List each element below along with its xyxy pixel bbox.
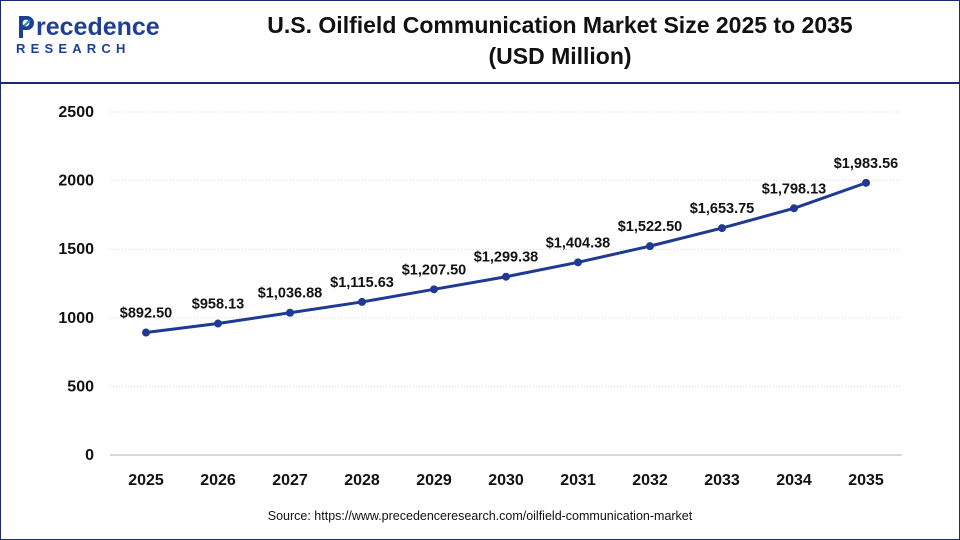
logo-wordmark: recedence	[36, 13, 160, 41]
data-label: $1,653.75	[690, 201, 755, 217]
data-point	[286, 308, 294, 317]
header-bar: recedence RESEARCH U.S. Oilfield Communi…	[0, 0, 960, 84]
data-point	[502, 272, 510, 281]
x-tick-label: 2026	[200, 472, 236, 489]
data-point	[574, 258, 582, 267]
data-label: $1,522.50	[618, 219, 683, 235]
x-tick-label: 2027	[272, 472, 308, 489]
x-tick-label: 2034	[776, 472, 812, 489]
data-point	[790, 204, 798, 213]
data-label: $1,115.63	[330, 275, 394, 291]
data-label: $1,207.50	[402, 262, 467, 278]
data-label: $1,036.88	[258, 286, 323, 302]
data-point	[430, 285, 438, 294]
y-tick-label: 1000	[58, 310, 94, 327]
chart-title-line2: (USD Million)	[488, 43, 632, 69]
x-tick-label: 2033	[704, 472, 740, 489]
data-label: $1,798.13	[762, 181, 827, 197]
y-tick-label: 0	[85, 447, 94, 464]
logo-subtitle: RESEARCH	[16, 41, 131, 56]
x-tick-label: 2025	[128, 472, 164, 489]
x-tick-label: 2030	[488, 472, 524, 489]
y-tick-label: 1500	[58, 241, 94, 258]
y-tick-label: 2500	[58, 104, 94, 121]
data-point	[142, 328, 150, 337]
data-point	[646, 242, 654, 251]
data-point	[358, 297, 366, 306]
line-chart: 0 500 1000 1500 2000 2500 2025 2026 2027 2028 2029…	[58, 104, 902, 489]
x-tick-label: 2035	[848, 472, 884, 489]
y-tick-label: 500	[67, 378, 94, 395]
data-point	[862, 178, 870, 187]
chart-title: U.S. Oilfield Communication Market Size …	[200, 10, 920, 72]
x-tick-label: 2029	[416, 472, 452, 489]
x-tick-label: 2028	[344, 472, 380, 489]
data-label: $892.50	[120, 306, 172, 322]
data-label: $1,299.38	[474, 250, 539, 266]
chart-title-line1: U.S. Oilfield Communication Market Size …	[267, 12, 853, 38]
data-point	[214, 319, 222, 328]
data-label: $1,404.38	[546, 235, 611, 251]
source-note: Source: https://www.precedenceresearch.c…	[267, 509, 693, 523]
x-tick-label: 2032	[632, 472, 668, 489]
logo-p-icon	[16, 14, 36, 40]
y-tick-label: 2000	[58, 173, 94, 190]
data-point	[718, 224, 726, 233]
data-label: $958.13	[192, 297, 244, 313]
brand-logo: recedence RESEARCH	[16, 14, 166, 64]
x-tick-label: 2031	[560, 472, 596, 489]
data-label: $1,983.56	[834, 156, 899, 172]
